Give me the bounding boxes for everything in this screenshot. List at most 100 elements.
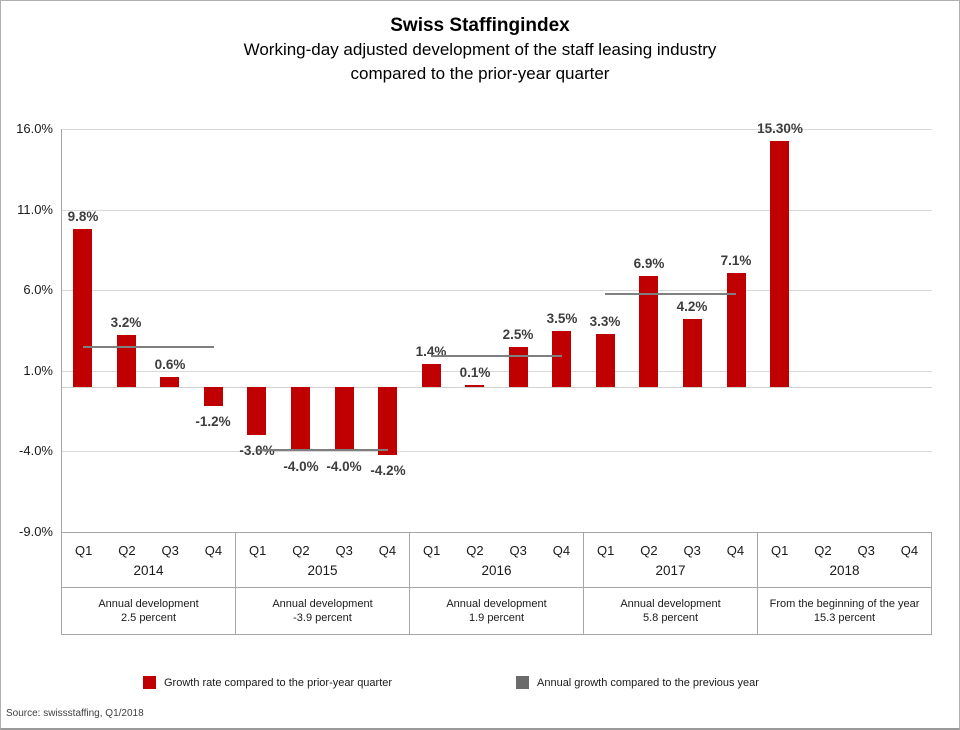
quarter-label: Q2 [466,542,484,558]
annual-summary-line2: -3.9 percent [293,612,352,624]
chart-title: Swiss Staffingindex [390,15,570,36]
bar-value-label: -4.2% [370,463,406,478]
annual-summary-line2: 2.5 percent [120,612,177,624]
legend-label-annual-growth: Annual growth compared to the previous y… [537,676,759,689]
y-axis-label: 11.0% [17,202,53,217]
bar-2015-Q2 [291,387,310,451]
bar-2014-Q3 [160,377,179,387]
annual-summary-line1: Annual development [272,598,373,610]
bar-2015-Q1 [247,387,266,435]
y-axis-label: 6.0% [23,282,53,297]
quarter-label: Q4 [900,542,919,558]
annual-summary-2016: Annual development 1.9 percent [410,587,583,634]
bar-2017-Q1 [596,334,615,387]
quarter-label: Q2 [640,542,658,558]
annual-summary-line1: From the beginning of the year [769,598,920,610]
quarter-label: Q2 [814,542,832,558]
annual-growth-line-2016 [431,355,562,357]
quarter-label: Q4 [726,542,745,558]
quarter-label: Q2 [292,542,310,558]
quarter-label-row: Q1 Q2 Q3 Q4 [410,533,583,563]
y-axis-label: -4.0% [19,443,53,458]
year-column-2014: Q1 Q2 Q3 Q4 2014 Annual development 2.5 percen… [62,533,235,634]
bar-2016-Q2 [465,385,484,387]
gray-line-swatch-icon [516,676,529,689]
bar-value-label: 0.6% [154,357,186,372]
quarter-label-row: Q1 Q2 Q3 Q4 [584,533,757,563]
year-column-2018: Q1 Q2 Q3 Q4 2018 From the beginning of the ye… [757,533,931,634]
chart-subtitle-line1: Working-day adjusted development of the … [243,40,717,59]
y-axis-label: -9.0% [19,524,53,539]
quarter-label: Q3 [857,542,875,558]
quarter-label: Q1 [596,542,615,558]
year-label: 2015 [307,563,338,578]
bar-value-label: 3.3% [589,314,621,329]
gridline [61,290,932,291]
bar-value-label: -1.2% [195,414,231,429]
bar-2017-Q3 [683,319,702,387]
annual-summary-line1: Annual development [98,598,199,610]
bar-value-label: 3.5% [546,311,578,326]
bar-value-label: -4.0% [326,459,362,474]
year-column-2016: Q1 Q2 Q3 Q4 2016 Annual development 1.9 percen… [409,533,583,634]
bar-2015-Q4 [378,387,397,455]
bar-value-label: 0.1% [459,365,491,380]
bar-value-label: 4.2% [676,299,708,314]
quarter-label: Q1 [770,542,789,558]
zero-baseline [61,387,932,388]
bar-2016-Q3 [509,347,528,387]
annual-growth-line-2015 [257,449,388,451]
quarter-label-row: Q1 Q2 Q3 Q4 [758,533,931,563]
annual-summary-line2: 5.8 percent [642,612,699,624]
y-axis-label: 16.0% [16,121,53,136]
year-column-2015: Q1 Q2 Q3 Q4 2015 Annual development -3.9 perce… [235,533,409,634]
quarter-label: Q1 [248,542,267,558]
bar-value-label: 2.5% [502,327,534,342]
bar-2014-Q1 [73,229,92,387]
bar-2014-Q4 [204,387,223,406]
quarter-label-row: Q1 Q2 Q3 Q4 [62,533,235,563]
quarter-label: Q1 [422,542,441,558]
y-axis-label: 1.0% [23,363,53,378]
gridline [61,129,932,130]
chart-subtitle-line2: compared to the prior-year quarter [350,64,610,83]
bar-value-label: 6.9% [633,256,665,271]
source-note: Source: swissstaffing, Q1/2018 [6,708,144,719]
quarter-label: Q3 [335,542,353,558]
legend-item-annual-growth: Annual growth compared to the previous y… [516,676,759,689]
quarter-label: Q1 [74,542,93,558]
chart-legend: Growth rate compared to the prior-year q… [1,676,959,696]
quarter-label: Q3 [509,542,527,558]
annual-growth-line-2014 [83,346,214,348]
bar-value-label: 9.8% [67,209,99,224]
gridline [61,371,932,372]
quarter-label: Q4 [378,542,397,558]
year-label: 2016 [481,563,512,578]
legend-label-growth-rate: Growth rate compared to the prior-year q… [164,676,393,689]
quarter-label: Q3 [161,542,179,558]
annual-summary-line2: 1.9 percent [468,612,525,624]
year-column-2017: Q1 Q2 Q3 Q4 2017 Annual development 5.8 percen… [583,533,757,634]
gridline [61,210,932,211]
quarter-label: Q4 [552,542,571,558]
bar-value-label: -4.0% [283,459,319,474]
annual-summary-line1: Annual development [446,598,547,610]
quarter-label: Q4 [204,542,223,558]
bar-2018-Q1 [770,141,789,387]
red-bar-swatch-icon [143,676,156,689]
quarter-label: Q2 [118,542,136,558]
bar-2016-Q4 [552,331,571,387]
bar-2017-Q4 [727,273,746,387]
legend-item-growth-rate: Growth rate compared to the prior-year q… [143,676,392,689]
bar-2017-Q2 [639,276,658,387]
bar-2014-Q2 [117,335,136,387]
bar-2016-Q1 [422,364,441,387]
quarter-label: Q3 [683,542,701,558]
annual-summary-line2: 15.3 percent [813,612,876,624]
year-label: 2017 [655,563,686,578]
y-axis-line [61,129,62,635]
gridline [61,451,932,452]
chart-header: Swiss Staffingindex Working-day adjusted… [1,13,959,86]
